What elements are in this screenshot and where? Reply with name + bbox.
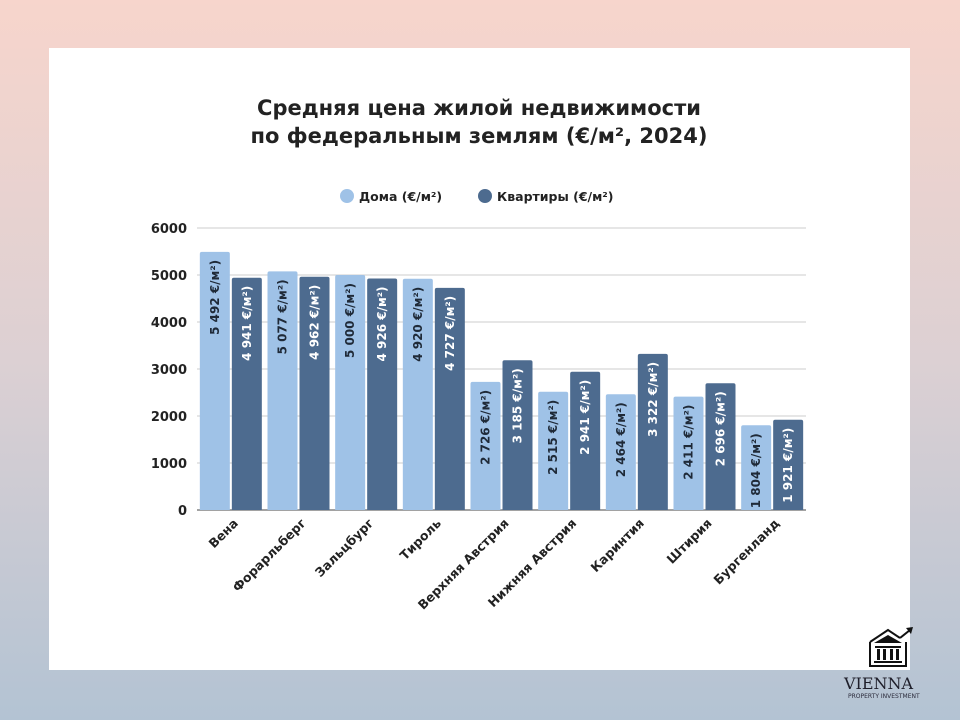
data-label: 5 000 €/м²) [343, 283, 357, 358]
data-label: 4 926 €/м²) [375, 286, 389, 361]
bar [267, 271, 298, 510]
building-with-rising-arrow-icon [869, 627, 913, 667]
legend-label: Квартиры (€/м²) [497, 189, 614, 204]
legend-marker [340, 189, 354, 203]
data-label: 5 492 €/м²) [208, 260, 222, 335]
chart-title-line: Средняя цена жилой недвижимости [257, 96, 701, 120]
data-label: 3 185 €/м²) [511, 368, 525, 443]
bar [335, 275, 366, 510]
bar [741, 425, 772, 510]
data-label: 1 804 €/м²) [749, 433, 763, 508]
bar [538, 391, 569, 510]
legend-label: Дома (€/м²) [359, 189, 442, 204]
y-tick-label: 2000 [151, 410, 187, 425]
x-tick-label: Каринтия [588, 516, 647, 575]
logo-name: VIENNA [844, 674, 914, 693]
data-label: 2 515 €/м²) [546, 400, 560, 475]
logo: VIENNA PROPERTY INVESTMENT [842, 626, 932, 706]
y-tick-label: 5000 [151, 269, 187, 284]
y-tick-label: 4000 [151, 316, 187, 331]
data-label: 2 726 €/м²) [479, 390, 493, 465]
bar [502, 360, 533, 510]
data-label: 4 727 €/м²) [443, 296, 457, 371]
bar [199, 251, 230, 510]
data-label: 5 077 €/м²) [276, 279, 290, 354]
data-label: 2 696 €/м²) [714, 391, 728, 466]
bar [367, 278, 398, 510]
bar-chart: Средняя цена жилой недвижимости по федера… [151, 96, 806, 612]
bar [605, 394, 636, 510]
bar [402, 278, 433, 510]
x-tick-label: Штирия [664, 516, 715, 567]
bar [673, 396, 704, 510]
bar [299, 276, 330, 510]
y-tick-label: 0 [178, 504, 187, 519]
x-tick-label: Вена [206, 516, 241, 551]
y-tick-label: 6000 [151, 222, 187, 237]
data-label: 2 411 €/м²) [682, 405, 696, 480]
data-label: 1 921 €/м²) [781, 428, 795, 503]
x-tick-label: Форарльберг [229, 515, 309, 595]
chart-card: Средняя цена жилой недвижимости по федера… [49, 48, 910, 670]
data-label: 3 322 €/м²) [646, 362, 660, 437]
bar [470, 381, 501, 510]
x-tick-label: Тироль [397, 515, 444, 562]
bar [231, 277, 262, 510]
chart-title-line: по федеральным землям (€/м², 2024) [251, 124, 708, 148]
bar [773, 419, 804, 510]
logo-tagline: PROPERTY INVESTMENT [848, 693, 920, 700]
bar [570, 371, 601, 510]
y-tick-label: 3000 [151, 363, 187, 378]
legend-marker [478, 189, 492, 203]
data-label: 2 941 €/м²) [578, 380, 592, 455]
x-tick-label: Бургенланд [710, 516, 782, 588]
x-tick-label: Зальцбург [312, 515, 377, 580]
bar [705, 383, 736, 510]
data-label: 4 941 €/м²) [240, 286, 254, 361]
data-label: 4 962 €/м²) [308, 285, 322, 360]
bar [434, 287, 465, 510]
data-label: 4 920 €/м²) [411, 287, 425, 362]
data-label: 2 464 €/м²) [614, 402, 628, 477]
bar [637, 353, 668, 510]
y-tick-label: 1000 [151, 457, 187, 472]
